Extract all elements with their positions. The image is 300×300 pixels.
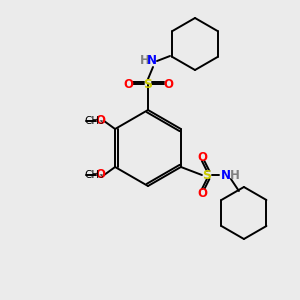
Text: S: S bbox=[202, 169, 211, 182]
Text: H: H bbox=[230, 169, 240, 182]
Text: O: O bbox=[95, 169, 105, 182]
Text: O: O bbox=[163, 77, 173, 91]
Text: O: O bbox=[123, 77, 133, 91]
Text: O: O bbox=[95, 115, 105, 128]
Text: CH₃: CH₃ bbox=[84, 116, 103, 126]
Text: S: S bbox=[143, 77, 152, 91]
Text: O: O bbox=[197, 151, 207, 164]
Text: CH₃: CH₃ bbox=[84, 170, 103, 180]
Text: O: O bbox=[197, 187, 207, 200]
Text: N: N bbox=[147, 55, 157, 68]
Text: H: H bbox=[140, 55, 150, 68]
Text: N: N bbox=[221, 169, 231, 182]
